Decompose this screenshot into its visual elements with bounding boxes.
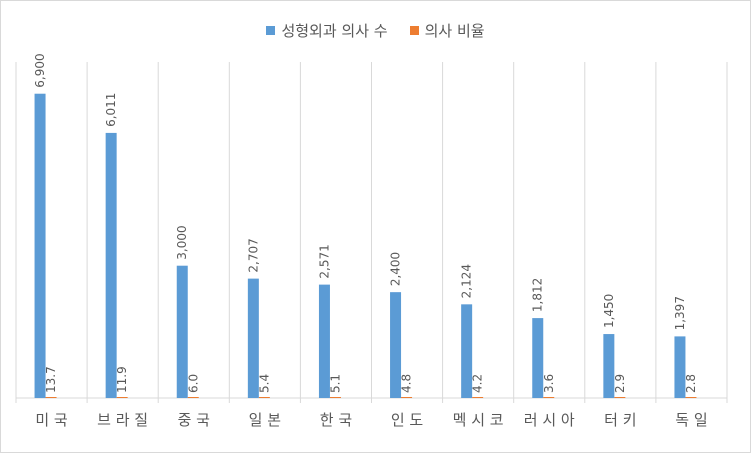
legend-item-series-2: 의사 비율 xyxy=(409,20,485,41)
bar-series-2-7 xyxy=(472,397,484,398)
category-label: 미 국 xyxy=(35,411,68,429)
category-label: 독 일 xyxy=(675,411,707,429)
bar-3 xyxy=(176,265,188,398)
legend-label-series-1: 성형외과 의사 수 xyxy=(281,22,388,40)
data-label-series-2: 5.4 xyxy=(257,374,271,393)
data-label-series-2: 2.8 xyxy=(684,374,698,393)
category-label: 러 시 아 xyxy=(524,411,575,429)
data-label-series-1: 2,124 xyxy=(460,264,474,298)
bar-9 xyxy=(603,334,615,398)
data-label-series-2: 3.6 xyxy=(542,374,556,393)
category-label: 브 라 질 xyxy=(97,411,148,429)
data-label-series-2: 5.1 xyxy=(328,374,342,393)
bar-series-2-10 xyxy=(685,397,697,398)
legend-label-series-2: 의사 비율 xyxy=(424,22,485,40)
category-label: 한 국 xyxy=(320,411,353,429)
data-label-series-1: 3,000 xyxy=(175,225,189,259)
data-label-series-1: 1,450 xyxy=(602,294,616,328)
legend-swatch-series-1 xyxy=(266,26,276,35)
bar-10 xyxy=(674,336,686,398)
bar-series-2-1 xyxy=(45,397,57,398)
data-label-series-1: 1,397 xyxy=(673,296,687,330)
data-label-series-1: 2,400 xyxy=(389,252,403,286)
data-label-series-2: 11.9 xyxy=(115,366,129,393)
legend-swatch-series-2 xyxy=(409,26,419,35)
bar-series-2-9 xyxy=(614,397,626,398)
data-label-series-2: 13.7 xyxy=(44,366,58,393)
bar-series-2-6 xyxy=(401,397,413,398)
bar-series-2-3 xyxy=(187,397,199,398)
bar-series-2-2 xyxy=(116,397,128,398)
bar-series-2-4 xyxy=(258,397,270,398)
category-label: 인 도 xyxy=(391,411,424,429)
bar-4 xyxy=(247,278,259,398)
data-label-series-1: 2,707 xyxy=(246,238,260,272)
data-label-series-1: 2,571 xyxy=(317,244,331,278)
bar-2 xyxy=(105,132,117,398)
bar-series-2-5 xyxy=(329,397,341,398)
bar-6 xyxy=(390,292,402,398)
data-label-series-1: 6,900 xyxy=(33,53,47,87)
data-label-series-1: 1,812 xyxy=(531,278,545,312)
data-label-series-2: 2.9 xyxy=(613,374,627,393)
data-label-series-2: 6.0 xyxy=(186,374,200,393)
category-label: 중 국 xyxy=(178,411,211,429)
chart-legend: 성형외과 의사 수 의사 비율 xyxy=(0,20,751,41)
bar-1 xyxy=(34,93,46,399)
legend-item-series-1: 성형외과 의사 수 xyxy=(266,20,388,41)
bar-series-2-8 xyxy=(543,397,555,398)
category-label: 일 본 xyxy=(249,411,281,429)
bar-8 xyxy=(532,318,544,398)
data-label-series-2: 4.8 xyxy=(400,374,414,393)
data-label-series-2: 4.2 xyxy=(471,374,485,393)
category-label: 터 키 xyxy=(604,411,636,429)
category-label: 멕 시 코 xyxy=(453,411,504,429)
bar-5 xyxy=(318,284,330,398)
bar-7 xyxy=(461,304,473,398)
data-label-series-1: 6,011 xyxy=(104,93,118,127)
